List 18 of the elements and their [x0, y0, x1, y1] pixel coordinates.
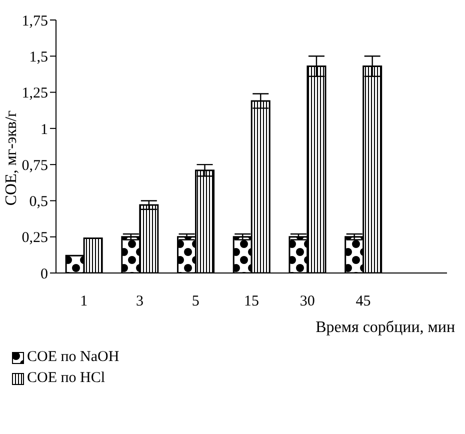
- y-axis-title: СОЕ, мг-экв/г: [3, 110, 21, 206]
- y-tick-label: 1,25: [22, 86, 48, 102]
- x-tick-label: 5: [192, 294, 200, 310]
- x-tick-label: 30: [300, 294, 315, 310]
- y-tick-label: 0,25: [22, 230, 48, 246]
- y-tick-label: 1,5: [29, 49, 48, 66]
- x-tick-label: 3: [136, 294, 144, 310]
- y-tick-label: 1,75: [22, 13, 48, 30]
- y-tick-label: 0,5: [29, 194, 48, 210]
- legend-label: СОЕ по HCl: [27, 370, 106, 387]
- y-tick-label: 1: [40, 122, 48, 138]
- x-tick-label: 45: [356, 294, 371, 310]
- x-axis-title: Время сорбции, мин: [314, 319, 456, 337]
- y-tick-label: 0: [40, 266, 48, 282]
- legend-label: СОЕ по NaOH: [27, 349, 120, 366]
- x-tick-label: 15: [244, 294, 259, 310]
- y-tick-label: 0,75: [22, 158, 48, 174]
- x-tick-label: 1: [80, 294, 88, 310]
